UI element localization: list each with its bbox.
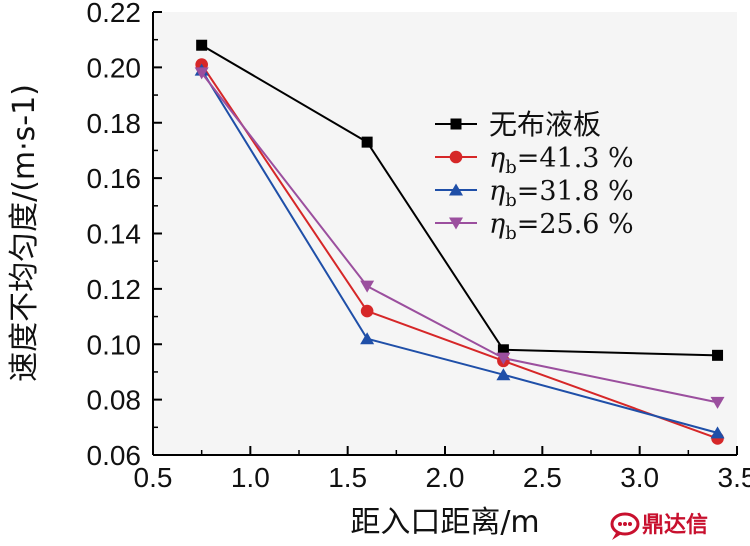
legend-marker xyxy=(449,217,463,230)
legend-item: ηb=25.6 % xyxy=(435,209,634,244)
series-0 xyxy=(196,39,724,361)
y-axis-title: 速度不均匀度/(m·s-1) xyxy=(7,84,42,382)
series-line xyxy=(200,72,718,404)
y-tick-label: 0.20 xyxy=(87,52,142,83)
x-tick-label: 1.5 xyxy=(328,462,367,493)
x-axis-title: 距入口距离/m xyxy=(350,505,539,540)
y-tick-label: 0.08 xyxy=(87,385,142,416)
series-layer xyxy=(194,39,725,445)
watermark: 鼎达信 xyxy=(610,512,708,540)
data-point xyxy=(496,352,511,365)
data-point xyxy=(360,304,374,318)
y-tick-label: 0.22 xyxy=(87,0,142,28)
legend-marker xyxy=(450,118,462,130)
x-tick-label: 2.0 xyxy=(426,462,465,493)
series-line xyxy=(200,69,718,434)
legend-label: ηb=31.8 % xyxy=(489,176,634,211)
y-tick-label: 0.10 xyxy=(87,329,142,360)
legend-item: ηb=31.8 % xyxy=(435,176,634,211)
x-tick-label: 2.5 xyxy=(523,462,562,493)
legend-marker xyxy=(449,183,463,196)
data-point xyxy=(360,280,375,293)
legend-item: 无布液板 xyxy=(435,108,601,141)
legend-marker xyxy=(449,150,463,164)
data-point xyxy=(361,136,373,148)
x-tick-label: 3.5 xyxy=(718,462,750,493)
data-point xyxy=(710,396,725,409)
data-point xyxy=(710,426,725,439)
x-tick-label: 1.0 xyxy=(231,462,270,493)
x-tick-label: 0.5 xyxy=(134,462,173,493)
data-point xyxy=(497,344,509,356)
y-tick-label: 0.12 xyxy=(87,274,142,305)
legend-label: ηb=41.3 % xyxy=(489,143,634,178)
series-line xyxy=(200,64,718,440)
data-point xyxy=(196,39,208,51)
data-point xyxy=(194,67,209,80)
legend-item: ηb=41.3 % xyxy=(435,143,634,178)
watermark-text: 鼎达信 xyxy=(642,512,708,538)
data-point xyxy=(712,349,724,361)
data-point xyxy=(496,368,511,381)
y-tick-label: 0.06 xyxy=(87,440,142,471)
series-3 xyxy=(194,67,725,409)
x-tick-label: 3.0 xyxy=(620,462,659,493)
plot-area xyxy=(153,12,737,455)
y-tick-label: 0.18 xyxy=(87,108,142,139)
legend-label: ηb=25.6 % xyxy=(489,209,634,244)
data-point xyxy=(360,332,375,345)
chat-bubble-logo-icon xyxy=(610,512,640,540)
axes: 0.5 1.0 1.5 2.0 2.5 3.0 3.5 0.06 0.08 0.10 0.12 0.1… xyxy=(87,0,750,493)
legend-label: 无布液板 xyxy=(489,108,601,141)
series-line xyxy=(201,44,718,357)
y-tick-label: 0.16 xyxy=(87,163,142,194)
y-tick-label: 0.14 xyxy=(87,219,142,250)
